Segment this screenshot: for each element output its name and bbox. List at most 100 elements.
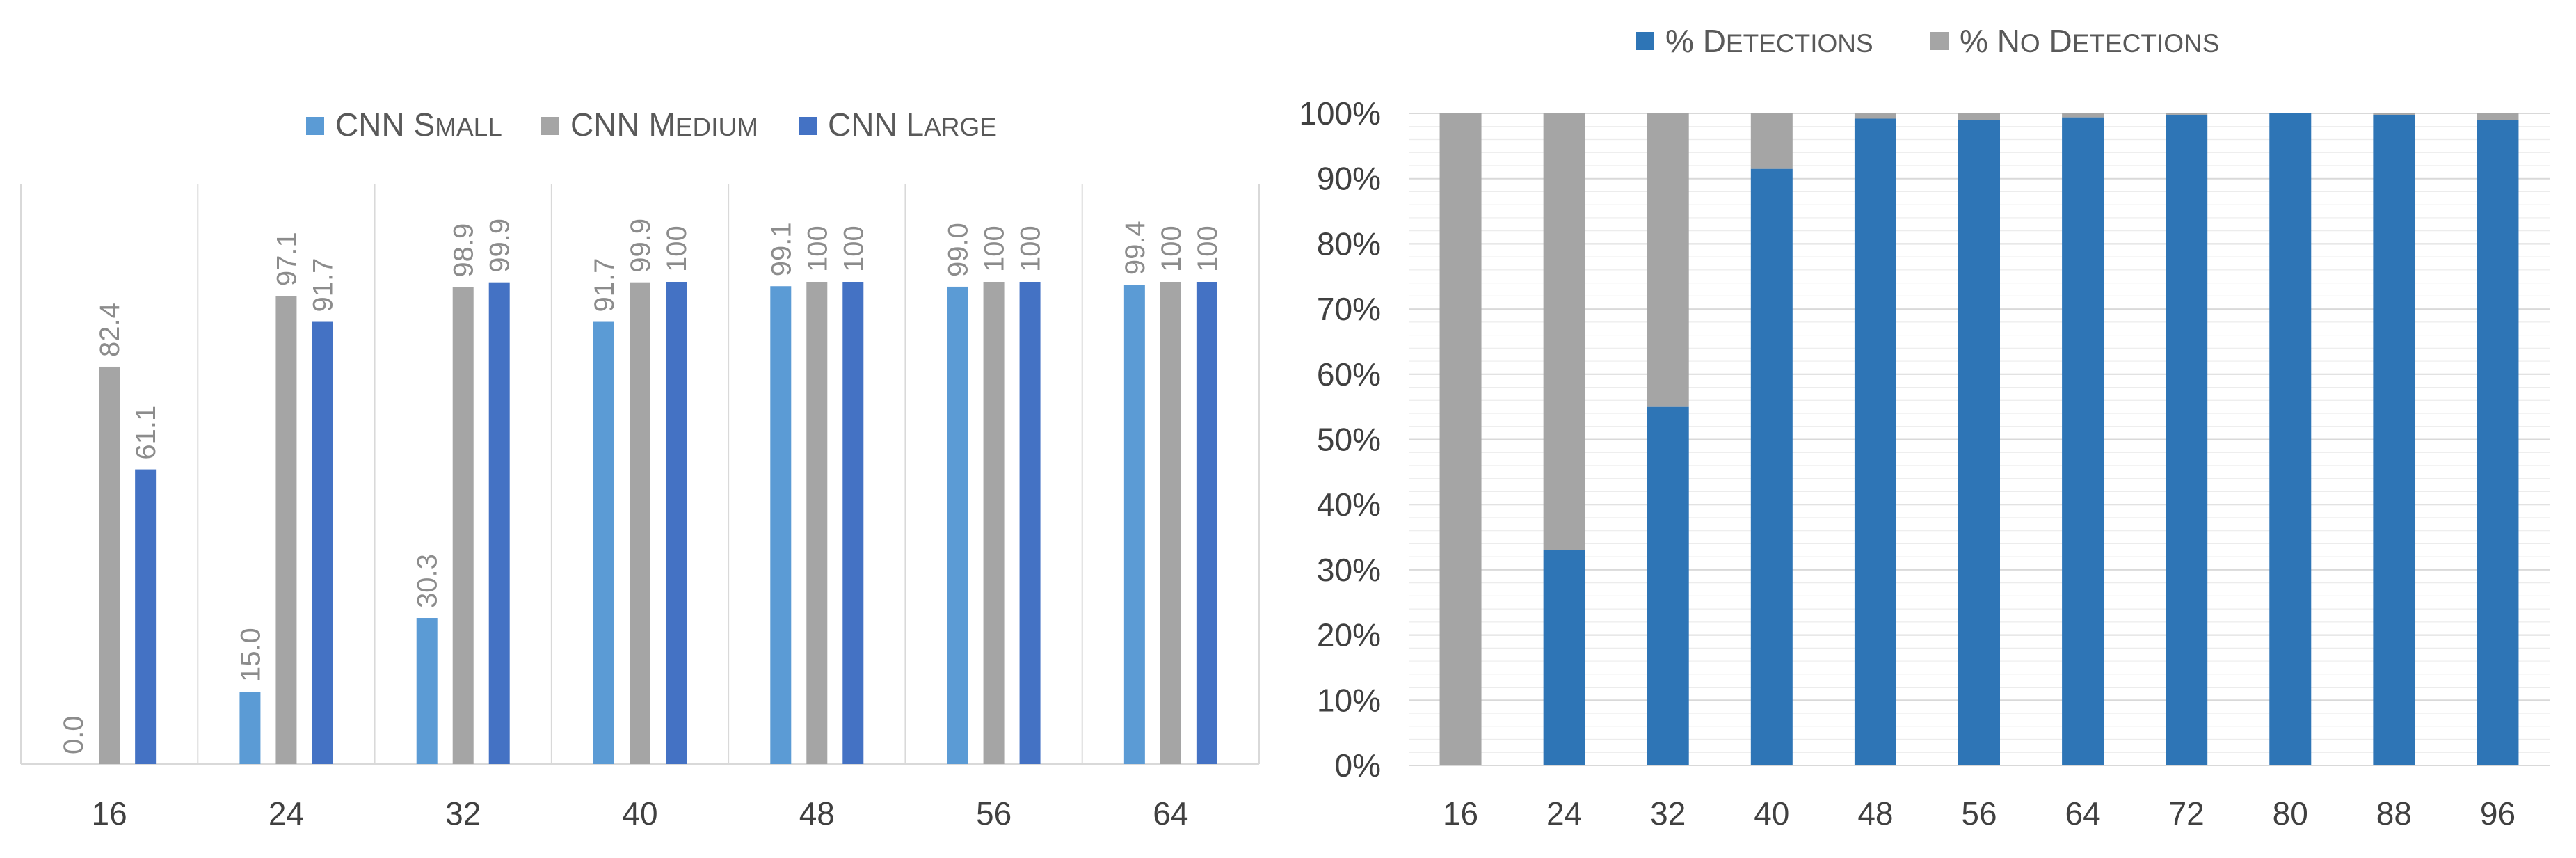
chart-detections: 0% 10% 20% 30% 40% 50% 60% 70% 80% 90% 100% 16 24 32… — [1299, 23, 2550, 832]
chart2-y-axis: 0% 10% 20% 30% 40% 50% 60% 70% 80% 90% 100% — [1299, 95, 1381, 784]
bar-cnn-small-32 — [416, 618, 438, 764]
data-label-cnn-small-48: 99.1 — [766, 222, 797, 276]
y-tick-label: 100% — [1299, 95, 1381, 132]
bar-cnn-small-64 — [1123, 285, 1145, 765]
legend-swatch-cnn-large — [799, 117, 817, 135]
data-label-cnn-large-24: 91.7 — [307, 258, 338, 312]
data-label-cnn-small-56: 99.0 — [943, 223, 974, 277]
bar-detections-24 — [1543, 550, 1585, 765]
bar-no-detections-48 — [1854, 113, 1896, 119]
data-label-cnn-medium-48: 100 — [802, 225, 833, 272]
x-tick-label: 64 — [1153, 795, 1188, 832]
x-tick-label: 40 — [1754, 795, 1789, 832]
chart1-x-axis: 16 24 32 40 48 56 64 — [92, 795, 1189, 832]
bar-cnn-large-40 — [666, 282, 687, 764]
bar-detections-64 — [2062, 117, 2104, 765]
y-tick-label: 10% — [1317, 682, 1381, 718]
x-tick-label: 24 — [269, 795, 304, 832]
bar-detections-48 — [1854, 118, 1896, 766]
bar-detections-40 — [1750, 168, 1793, 765]
bar-cnn-small-24 — [239, 692, 261, 764]
bar-cnn-medium-56 — [983, 282, 1005, 764]
x-tick-label: 80 — [2273, 795, 2308, 832]
bar-cnn-large-56 — [1019, 282, 1041, 764]
bar-cnn-large-24 — [312, 321, 333, 764]
bar-cnn-medium-32 — [452, 287, 474, 764]
x-tick-label: 24 — [1546, 795, 1582, 832]
bar-cnn-medium-64 — [1160, 282, 1181, 764]
bar-cnn-medium-48 — [806, 282, 828, 764]
data-label-cnn-medium-64: 100 — [1156, 225, 1187, 272]
x-tick-label: 40 — [622, 795, 657, 832]
data-label-cnn-small-40: 91.7 — [589, 258, 620, 312]
y-tick-label: 30% — [1317, 552, 1381, 588]
data-label-cnn-small-32: 30.3 — [413, 554, 443, 608]
bar-cnn-small-56 — [947, 286, 968, 764]
bar-no-detections-32 — [1647, 113, 1689, 407]
data-label-cnn-medium-56: 100 — [979, 225, 1010, 272]
bar-detections-32 — [1647, 406, 1689, 765]
chart2-bars — [1439, 113, 2519, 766]
chart1-legend: CNN SMALL CNN MEDIUM CNN LARGE — [306, 106, 997, 143]
x-tick-label: 96 — [2480, 795, 2515, 832]
data-label-cnn-large-48: 100 — [838, 225, 869, 272]
bar-cnn-small-48 — [770, 286, 792, 764]
legend-label-cnn-medium: CNN MEDIUM — [570, 106, 758, 143]
legend-label-detections: % DETECTIONS — [1665, 23, 1873, 59]
data-label-cnn-large-32: 99.9 — [485, 219, 515, 273]
data-label-cnn-medium-16: 82.4 — [95, 303, 125, 357]
bar-detections-80 — [2269, 113, 2312, 765]
y-tick-label: 50% — [1317, 422, 1381, 458]
x-tick-label: 56 — [976, 795, 1011, 832]
x-tick-label: 88 — [2376, 795, 2412, 832]
y-tick-label: 0% — [1335, 747, 1381, 784]
x-tick-label: 32 — [1650, 795, 1686, 832]
chart1-bars — [99, 282, 1217, 765]
data-label-cnn-medium-40: 99.9 — [625, 219, 656, 273]
bar-detections-56 — [1958, 120, 2000, 765]
bar-no-detections-88 — [2373, 113, 2415, 115]
legend-label-no-detections: % NO DETECTIONS — [1960, 23, 2219, 59]
x-tick-label: 16 — [92, 795, 127, 832]
bar-no-detections-72 — [2166, 113, 2208, 115]
x-tick-label: 64 — [2065, 795, 2101, 832]
legend-label-cnn-small: CNN SMALL — [335, 106, 502, 143]
bar-cnn-small-40 — [593, 321, 614, 764]
bar-cnn-large-48 — [842, 282, 864, 764]
data-label-cnn-medium-24: 97.1 — [271, 232, 302, 286]
bar-cnn-medium-24 — [275, 296, 297, 764]
bar-no-detections-56 — [1958, 113, 2000, 120]
legend-swatch-no-detections — [1930, 32, 1949, 50]
y-tick-label: 80% — [1317, 225, 1381, 262]
data-label-cnn-small-16: 0.0 — [58, 715, 89, 754]
bar-cnn-medium-40 — [630, 282, 650, 764]
y-tick-label: 90% — [1317, 161, 1381, 197]
data-label-cnn-large-16: 61.1 — [131, 406, 161, 460]
data-label-cnn-small-64: 99.4 — [1120, 221, 1151, 275]
data-label-cnn-large-40: 100 — [662, 225, 692, 272]
y-tick-label: 20% — [1317, 617, 1381, 653]
x-tick-label: 72 — [2169, 795, 2205, 832]
x-tick-label: 56 — [1961, 795, 1997, 832]
x-tick-label: 16 — [1443, 795, 1478, 832]
bar-no-detections-96 — [2477, 113, 2519, 120]
data-label-cnn-medium-32: 98.9 — [449, 223, 479, 278]
legend-swatch-detections — [1636, 32, 1654, 50]
bar-no-detections-40 — [1750, 113, 1793, 169]
y-tick-label: 70% — [1317, 291, 1381, 327]
legend-label-cnn-large: CNN LARGE — [828, 106, 997, 143]
chart2-x-axis: 16 24 32 40 48 56 64 72 80 88 96 — [1443, 795, 2515, 832]
chart-cnn-accuracy: CNN SMALL CNN MEDIUM CNN LARGE 0.0 82.4 61.1… — [20, 106, 1260, 832]
bar-detections-72 — [2166, 114, 2208, 765]
bar-cnn-medium-16 — [99, 366, 120, 764]
x-tick-label: 48 — [799, 795, 835, 832]
data-label-cnn-large-64: 100 — [1192, 225, 1223, 272]
bar-cnn-large-32 — [488, 282, 510, 764]
bar-no-detections-16 — [1439, 113, 1482, 765]
chart2-legend: % DETECTIONS % NO DETECTIONS — [1636, 23, 2219, 59]
legend-swatch-cnn-medium — [541, 117, 559, 135]
bar-detections-88 — [2373, 114, 2415, 765]
bar-no-detections-24 — [1543, 113, 1585, 550]
x-tick-label: 48 — [1857, 795, 1893, 832]
